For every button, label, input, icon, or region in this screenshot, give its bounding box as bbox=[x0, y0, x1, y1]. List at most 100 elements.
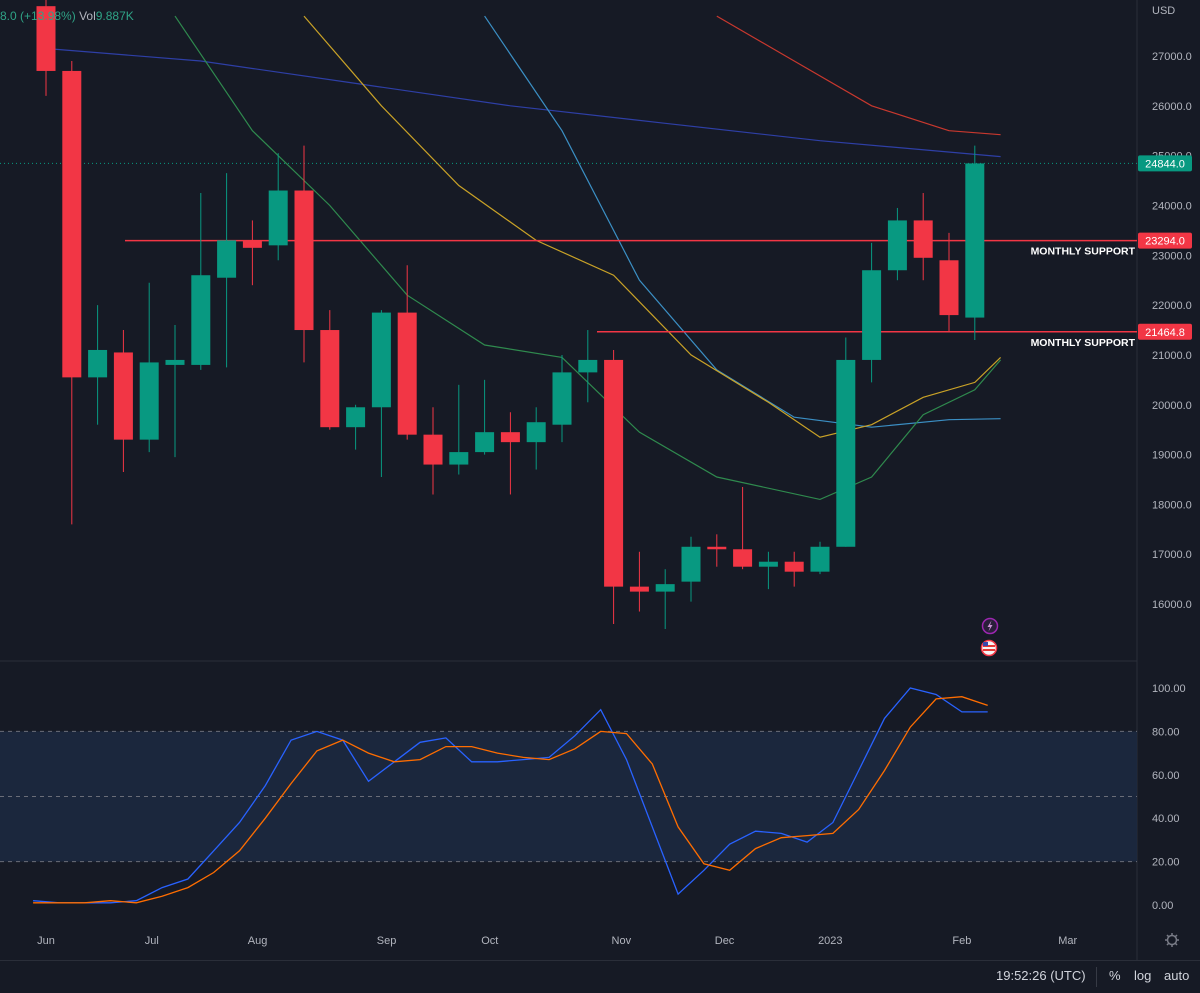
gear-icon-ring bbox=[1166, 934, 1178, 946]
stoch-line bbox=[33, 696, 988, 904]
price-tick-label: 19000.0 bbox=[1152, 450, 1192, 462]
candle-body bbox=[165, 359, 185, 365]
support-level-label: MONTHLY SUPPORT bbox=[1031, 337, 1136, 349]
time-tick-label: Sep bbox=[377, 935, 397, 947]
candle-body bbox=[552, 372, 572, 425]
moving-average-line bbox=[174, 15, 1002, 501]
candle-body bbox=[500, 432, 520, 443]
candle-body bbox=[913, 220, 933, 258]
candle-body bbox=[217, 240, 237, 278]
event-icons[interactable] bbox=[980, 617, 999, 657]
time-tick-label: Aug bbox=[248, 935, 268, 947]
support-price-tag bbox=[1138, 232, 1192, 249]
candle-body bbox=[578, 359, 598, 373]
status-bar: 19:52:26 (UTC) % log auto bbox=[0, 960, 1200, 993]
time-tick-label: Oct bbox=[481, 935, 498, 947]
moving-averages bbox=[45, 15, 1002, 501]
flash-icon-glyph bbox=[987, 620, 993, 632]
us-flag-stripe bbox=[983, 645, 995, 647]
stoch-tick-label: 40.00 bbox=[1152, 813, 1180, 825]
candle-body bbox=[862, 270, 882, 360]
time-tick-label: Feb bbox=[952, 935, 971, 947]
candle-body bbox=[758, 561, 778, 567]
clock[interactable]: 19:52:26 (UTC) bbox=[996, 968, 1086, 983]
stoch-tick-label: 0.00 bbox=[1152, 900, 1173, 912]
time-tick-label: Jun bbox=[37, 935, 55, 947]
price-tick-label: 26000.0 bbox=[1152, 101, 1192, 113]
candle-body bbox=[681, 546, 701, 582]
candle-body bbox=[268, 190, 288, 246]
price-tick-label: 23000.0 bbox=[1152, 250, 1192, 262]
support-price-tag bbox=[1138, 323, 1192, 340]
candle-body bbox=[397, 312, 417, 435]
price-tick-label: 20000.0 bbox=[1152, 400, 1192, 412]
gear-icon-teeth bbox=[1165, 933, 1179, 947]
price-tick-label: 21000.0 bbox=[1152, 350, 1192, 362]
divider bbox=[1096, 967, 1097, 987]
candle-body bbox=[810, 546, 830, 572]
price-tick-label: 17000.0 bbox=[1152, 549, 1192, 561]
candle-body bbox=[655, 584, 675, 592]
moving-average-line bbox=[45, 47, 1001, 158]
candle-body bbox=[629, 586, 649, 592]
last-price-label: 24844.0 bbox=[1145, 158, 1185, 170]
price-labels: 23294.0 21464.8 24844.0 bbox=[1138, 155, 1192, 340]
price-tick-label: 24000.0 bbox=[1152, 200, 1192, 212]
candle-body bbox=[88, 349, 108, 378]
support-levels[interactable]: MONTHLY SUPPORT MONTHLY SUPPORT bbox=[125, 239, 1137, 349]
candle-body bbox=[449, 452, 469, 465]
chart-canvas[interactable]: MONTHLY SUPPORT MONTHLY SUPPORT 16000.0 17… bbox=[0, 0, 1200, 960]
time-tick-label: Dec bbox=[715, 935, 735, 947]
candle-body bbox=[604, 359, 624, 587]
candle-body bbox=[526, 422, 546, 443]
time-tick-label: 2023 bbox=[818, 935, 842, 947]
candle-body bbox=[62, 70, 82, 378]
candle-body bbox=[320, 330, 340, 428]
candle-body bbox=[965, 163, 985, 318]
auto-toggle[interactable]: auto bbox=[1164, 968, 1190, 983]
legend-header: 8.0 (+13.98%) Vol9.887K bbox=[0, 9, 134, 23]
stoch-tick-label: 20.00 bbox=[1152, 857, 1180, 869]
stoch-tick-label: 60.00 bbox=[1152, 770, 1180, 782]
candle-body bbox=[423, 434, 443, 465]
log-toggle[interactable]: log bbox=[1134, 968, 1152, 983]
stoch-rsi bbox=[33, 687, 988, 904]
candles bbox=[36, 0, 985, 629]
price-tick-label: 27000.0 bbox=[1152, 51, 1192, 63]
candle-body bbox=[887, 220, 907, 271]
candle-body bbox=[707, 546, 727, 550]
stoch-tick-label: 100.00 bbox=[1152, 683, 1186, 695]
candle-body bbox=[371, 312, 391, 408]
last-price-tag bbox=[1138, 155, 1192, 172]
candle-body bbox=[836, 359, 856, 547]
candle-body bbox=[784, 561, 804, 572]
time-tick-label: Mar bbox=[1058, 935, 1077, 947]
us-flag-stripe bbox=[983, 649, 995, 651]
grid-layer bbox=[0, 162, 1137, 863]
candle-body bbox=[113, 352, 133, 440]
candle-body bbox=[36, 6, 56, 71]
time-tick-label: Jul bbox=[145, 935, 159, 947]
volume-label: Vol bbox=[79, 9, 96, 23]
percent-toggle[interactable]: % bbox=[1109, 968, 1121, 983]
support-level-label: MONTHLY SUPPORT bbox=[1031, 246, 1136, 258]
time-tick-label: Nov bbox=[612, 935, 632, 947]
candle-body bbox=[294, 190, 314, 331]
stoch-tick-label: 80.00 bbox=[1152, 726, 1180, 738]
candle-body bbox=[733, 549, 753, 567]
gear-icon[interactable] bbox=[1165, 933, 1179, 947]
support-price-label: 21464.8 bbox=[1145, 327, 1185, 339]
candle-body bbox=[475, 432, 495, 453]
price-tick-label: 16000.0 bbox=[1152, 599, 1192, 611]
support-price-label: 23294.0 bbox=[1145, 236, 1185, 248]
candle-body bbox=[346, 407, 366, 428]
candle-body bbox=[139, 362, 159, 440]
candle-body bbox=[242, 240, 262, 248]
moving-average-line bbox=[484, 15, 1001, 428]
price-tick-label: 18000.0 bbox=[1152, 499, 1192, 511]
currency-label[interactable]: USD bbox=[1152, 5, 1176, 17]
price-change: 8.0 (+13.98%) bbox=[0, 9, 76, 23]
moving-average-line bbox=[716, 15, 1001, 136]
us-flag-canton bbox=[983, 642, 988, 646]
stoch-line bbox=[33, 687, 988, 904]
